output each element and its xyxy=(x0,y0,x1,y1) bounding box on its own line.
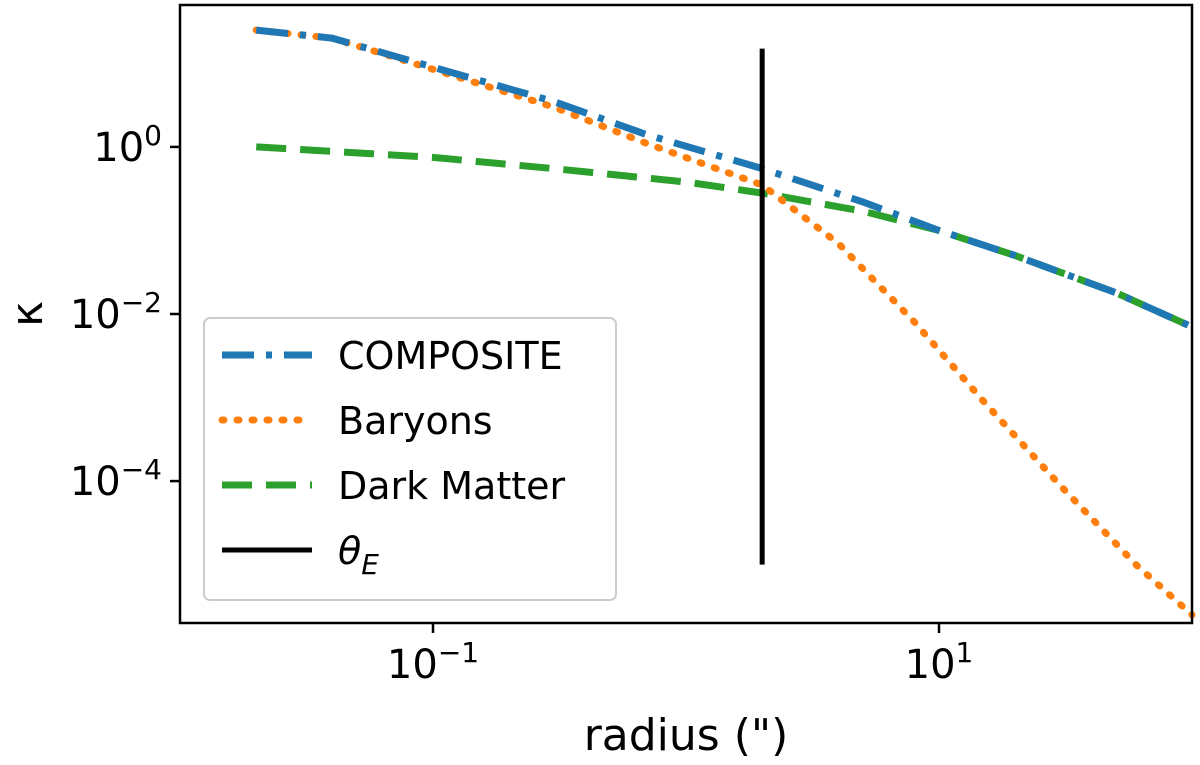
series-line-composite xyxy=(255,26,1194,331)
series-line-dark-matter xyxy=(255,143,1194,331)
legend: COMPOSITE Baryons Dark Matter θE xyxy=(203,317,617,601)
axis-ticks: 10−1 101 100 10−2 10−4 xyxy=(70,119,974,688)
legend-label-composite: COMPOSITE xyxy=(338,334,563,378)
y-tick-label: 100 xyxy=(93,119,162,171)
x-axis-label: radius (") xyxy=(584,710,789,760)
x-tick-label: 10−1 xyxy=(387,636,479,688)
legend-label-theta-e: θE xyxy=(338,529,379,581)
legend-label-baryons: Baryons xyxy=(338,399,493,443)
y-tick-label: 10−4 xyxy=(70,453,162,505)
y-tick-label: 10−2 xyxy=(70,286,162,338)
x-tick-label: 101 xyxy=(905,636,974,688)
plot-frame xyxy=(178,3,1194,625)
y-axis-label: κ xyxy=(2,301,53,327)
plot-curves xyxy=(252,26,1196,619)
legend-label-dark-matter: Dark Matter xyxy=(338,464,566,508)
legend-box xyxy=(203,317,617,601)
series-line-baryons xyxy=(252,26,1196,619)
